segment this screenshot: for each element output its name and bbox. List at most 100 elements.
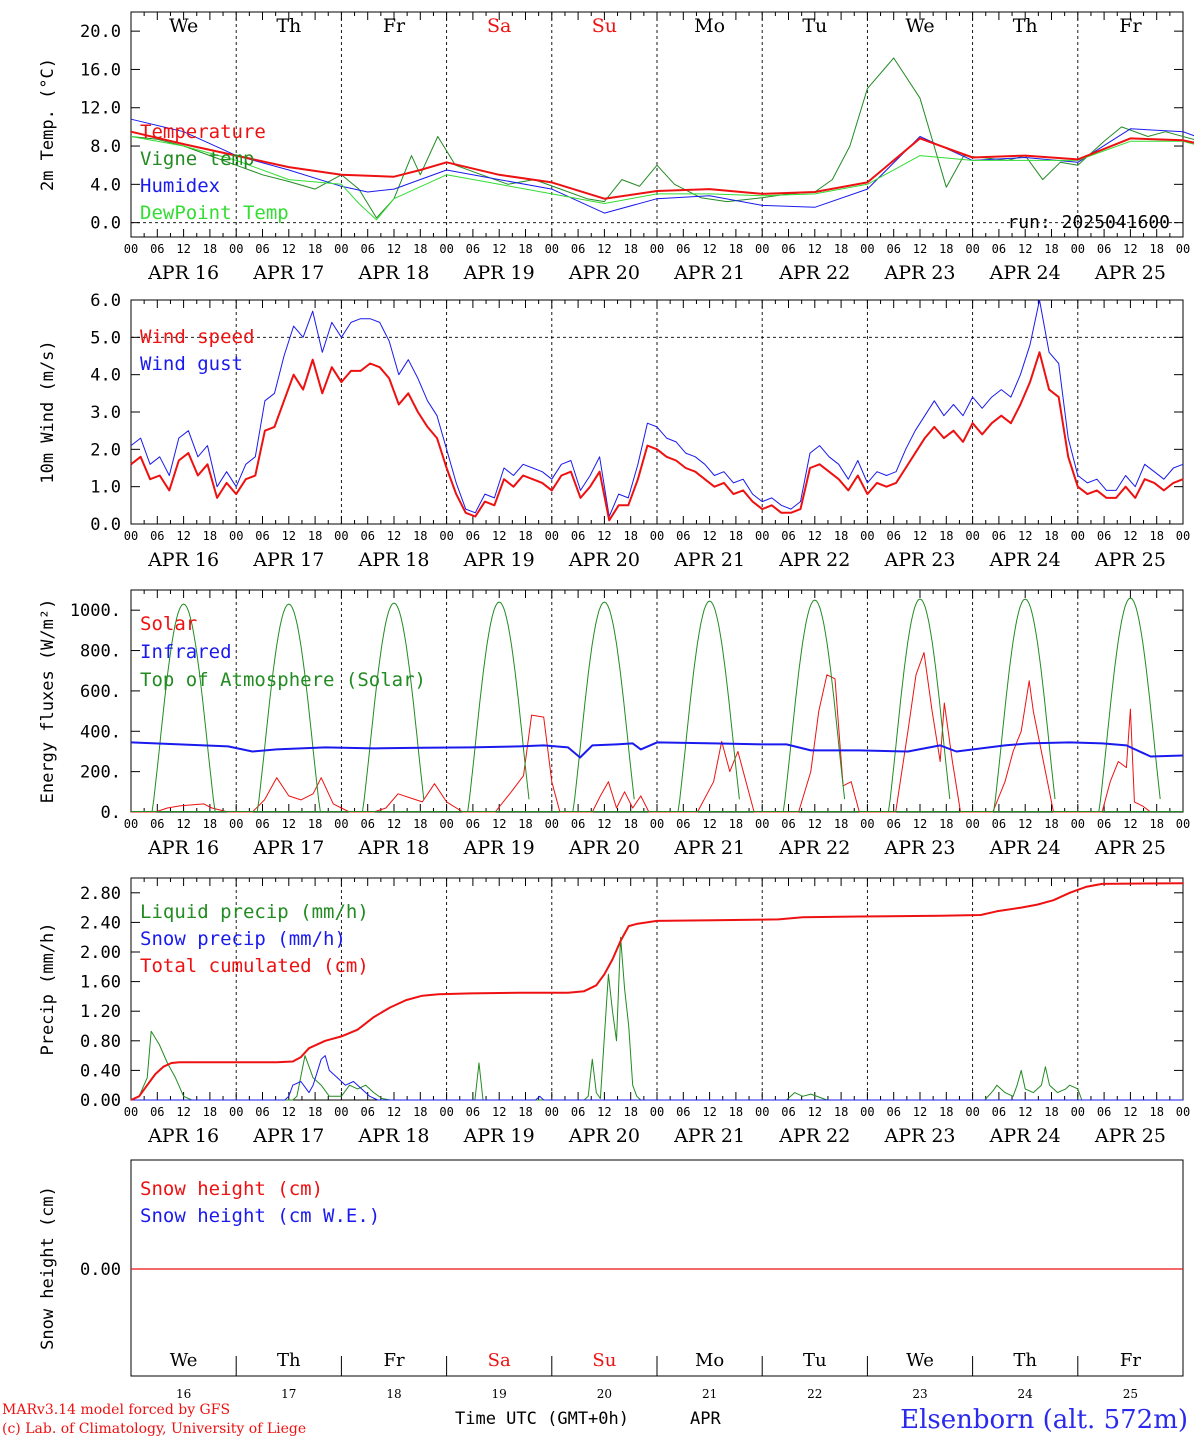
temperature-hour-tick-label: 12 xyxy=(387,242,401,256)
temperature-series-dewpoint-temp xyxy=(130,136,1194,221)
wind-hour-tick-label: 18 xyxy=(834,529,848,543)
energy-hour-tick-label: 00 xyxy=(229,817,243,831)
precip-hour-tick-label: 00 xyxy=(229,1105,243,1119)
wind-day-label: APR 19 xyxy=(463,549,535,571)
wind-y-tick-label: 5.0 xyxy=(90,328,121,348)
energy-hour-tick-label: 00 xyxy=(545,817,559,831)
energy-day-label: APR 16 xyxy=(147,837,219,859)
energy-day-label: APR 17 xyxy=(252,837,324,859)
temperature-legend-dewpoint-temp: DewPoint Temp xyxy=(140,202,289,224)
wind-day-label: APR 23 xyxy=(883,549,955,571)
energy-hour-tick-label: 00 xyxy=(124,817,138,831)
snow-day-number: 24 xyxy=(1018,1387,1034,1401)
temperature-hour-tick-label: 12 xyxy=(597,242,611,256)
precip-hour-tick-label: 06 xyxy=(255,1105,269,1119)
temperature-weekday-label: Su xyxy=(592,15,617,37)
precip-hour-tick-label: 00 xyxy=(650,1105,664,1119)
wind-hour-tick-label: 12 xyxy=(913,529,927,543)
wind-day-label: APR 18 xyxy=(357,549,429,571)
precip-hour-tick-label: 18 xyxy=(834,1105,848,1119)
energy-series-top-of-atmosphere-solar xyxy=(467,601,530,813)
wind-hour-tick-label: 06 xyxy=(676,529,690,543)
precip-y-tick-label: 2.80 xyxy=(80,884,121,904)
precip-hour-tick-label: 18 xyxy=(203,1105,217,1119)
energy-y-tick-label: 400. xyxy=(80,722,121,742)
precip-hour-tick-label: 12 xyxy=(1018,1105,1032,1119)
wind-hour-tick-label: 18 xyxy=(413,529,427,543)
energy-hour-tick-label: 06 xyxy=(571,817,585,831)
energy-hour-tick-label: 18 xyxy=(623,817,637,831)
energy-hour-tick-label: 18 xyxy=(203,817,217,831)
wind-y-tick-label: 1.0 xyxy=(90,478,121,498)
temperature-hour-tick-label: 18 xyxy=(413,242,427,256)
wind-y-tick-label: 6.0 xyxy=(90,291,121,311)
temperature-hour-tick-label: 00 xyxy=(1176,242,1190,256)
snow-legend-snow-height-cm: Snow height (cm) xyxy=(140,1178,323,1200)
wind-hour-tick-label: 00 xyxy=(124,529,138,543)
wind-series-wind-gust xyxy=(130,299,1184,517)
temperature-hour-tick-label: 00 xyxy=(965,242,979,256)
x-axis-title: Time UTC (GMT+0h) xyxy=(455,1409,629,1429)
temperature-hour-tick-label: 00 xyxy=(1071,242,1085,256)
wind-hour-tick-label: 18 xyxy=(623,529,637,543)
wind-y-tick-label: 4.0 xyxy=(90,366,121,386)
energy-series-top-of-atmosphere-solar xyxy=(256,603,321,813)
temperature-legend-temperature: Temperature xyxy=(140,121,266,143)
wind-day-label: APR 16 xyxy=(147,549,219,571)
precip-hour-tick-label: 18 xyxy=(308,1105,322,1119)
energy-hour-tick-label: 06 xyxy=(676,817,690,831)
temperature-legend-humidex: Humidex xyxy=(140,175,220,197)
precip-hour-tick-label: 00 xyxy=(1176,1105,1190,1119)
wind-hour-tick-label: 12 xyxy=(702,529,716,543)
wind-hour-tick-label: 18 xyxy=(729,529,743,543)
energy-hour-tick-label: 12 xyxy=(282,817,296,831)
precip-hour-tick-label: 12 xyxy=(1123,1105,1137,1119)
energy-day-label: APR 23 xyxy=(883,837,955,859)
snow-day-number: 18 xyxy=(386,1387,401,1401)
temperature-hour-tick-label: 06 xyxy=(886,242,900,256)
wind-hour-tick-label: 12 xyxy=(492,529,506,543)
energy-series-top-of-atmosphere-solar xyxy=(887,598,951,813)
snow-weekday-label: Su xyxy=(592,1350,616,1371)
temperature-y-tick-label: 16.0 xyxy=(80,60,121,80)
precip-hour-tick-label: 00 xyxy=(965,1105,979,1119)
precip-y-tick-label: 2.00 xyxy=(80,943,121,963)
wind-day-label: APR 25 xyxy=(1094,549,1166,571)
wind-hour-tick-label: 18 xyxy=(518,529,532,543)
temperature-y-axis-title: 2m Temp. (°C) xyxy=(38,58,58,191)
temperature-weekday-label: Th xyxy=(1013,15,1038,37)
footer: MARv3.14 model forced by GFS (c) Lab. of… xyxy=(2,1402,1188,1437)
snow-day-number: 22 xyxy=(807,1387,822,1401)
temperature-hour-tick-label: 06 xyxy=(571,242,585,256)
energy-day-label: APR 18 xyxy=(357,837,429,859)
snow-panel: 0.00 Snow height (cm) Snow height (cm) Snow… xyxy=(38,1159,1184,1401)
energy-hour-tick-label: 12 xyxy=(176,817,190,831)
precip-series-snow-precip-mm-h xyxy=(131,1055,1183,1101)
energy-y-axis-title: Energy fluxes (W/m²) xyxy=(38,599,58,804)
precip-hour-tick-label: 00 xyxy=(545,1105,559,1119)
energy-legend-top-of-atmosphere-solar: Top of Atmosphere (Solar) xyxy=(140,669,426,691)
temperature-y-tick-label: 0.0 xyxy=(90,214,121,234)
precip-hour-tick-label: 06 xyxy=(466,1105,480,1119)
temperature-weekday-label: We xyxy=(169,15,198,37)
precip-day-label: APR 18 xyxy=(357,1125,429,1147)
energy-hour-tick-label: 18 xyxy=(1149,817,1163,831)
energy-series-top-of-atmosphere-solar xyxy=(361,602,425,813)
temperature-hour-tick-label: 18 xyxy=(834,242,848,256)
wind-hour-tick-label: 12 xyxy=(387,529,401,543)
precip-day-label: APR 21 xyxy=(673,1125,745,1147)
energy-y-tick-label: 0. xyxy=(101,803,121,823)
wind-hour-tick-label: 18 xyxy=(1044,529,1058,543)
temperature-day-label: APR 24 xyxy=(989,262,1061,284)
energy-hour-tick-label: 18 xyxy=(729,817,743,831)
energy-hour-tick-label: 18 xyxy=(518,817,532,831)
precip-hour-tick-label: 06 xyxy=(676,1105,690,1119)
temperature-weekday-label: Mo xyxy=(694,15,725,37)
precip-hour-tick-label: 12 xyxy=(597,1105,611,1119)
energy-hour-tick-label: 12 xyxy=(597,817,611,831)
wind-hour-tick-label: 06 xyxy=(360,529,374,543)
wind-y-axis-title: 10m Wind (m/s) xyxy=(38,340,58,483)
snow-day-number: 17 xyxy=(281,1387,296,1401)
temperature-day-label: APR 22 xyxy=(778,262,850,284)
temperature-day-label: APR 16 xyxy=(147,262,219,284)
